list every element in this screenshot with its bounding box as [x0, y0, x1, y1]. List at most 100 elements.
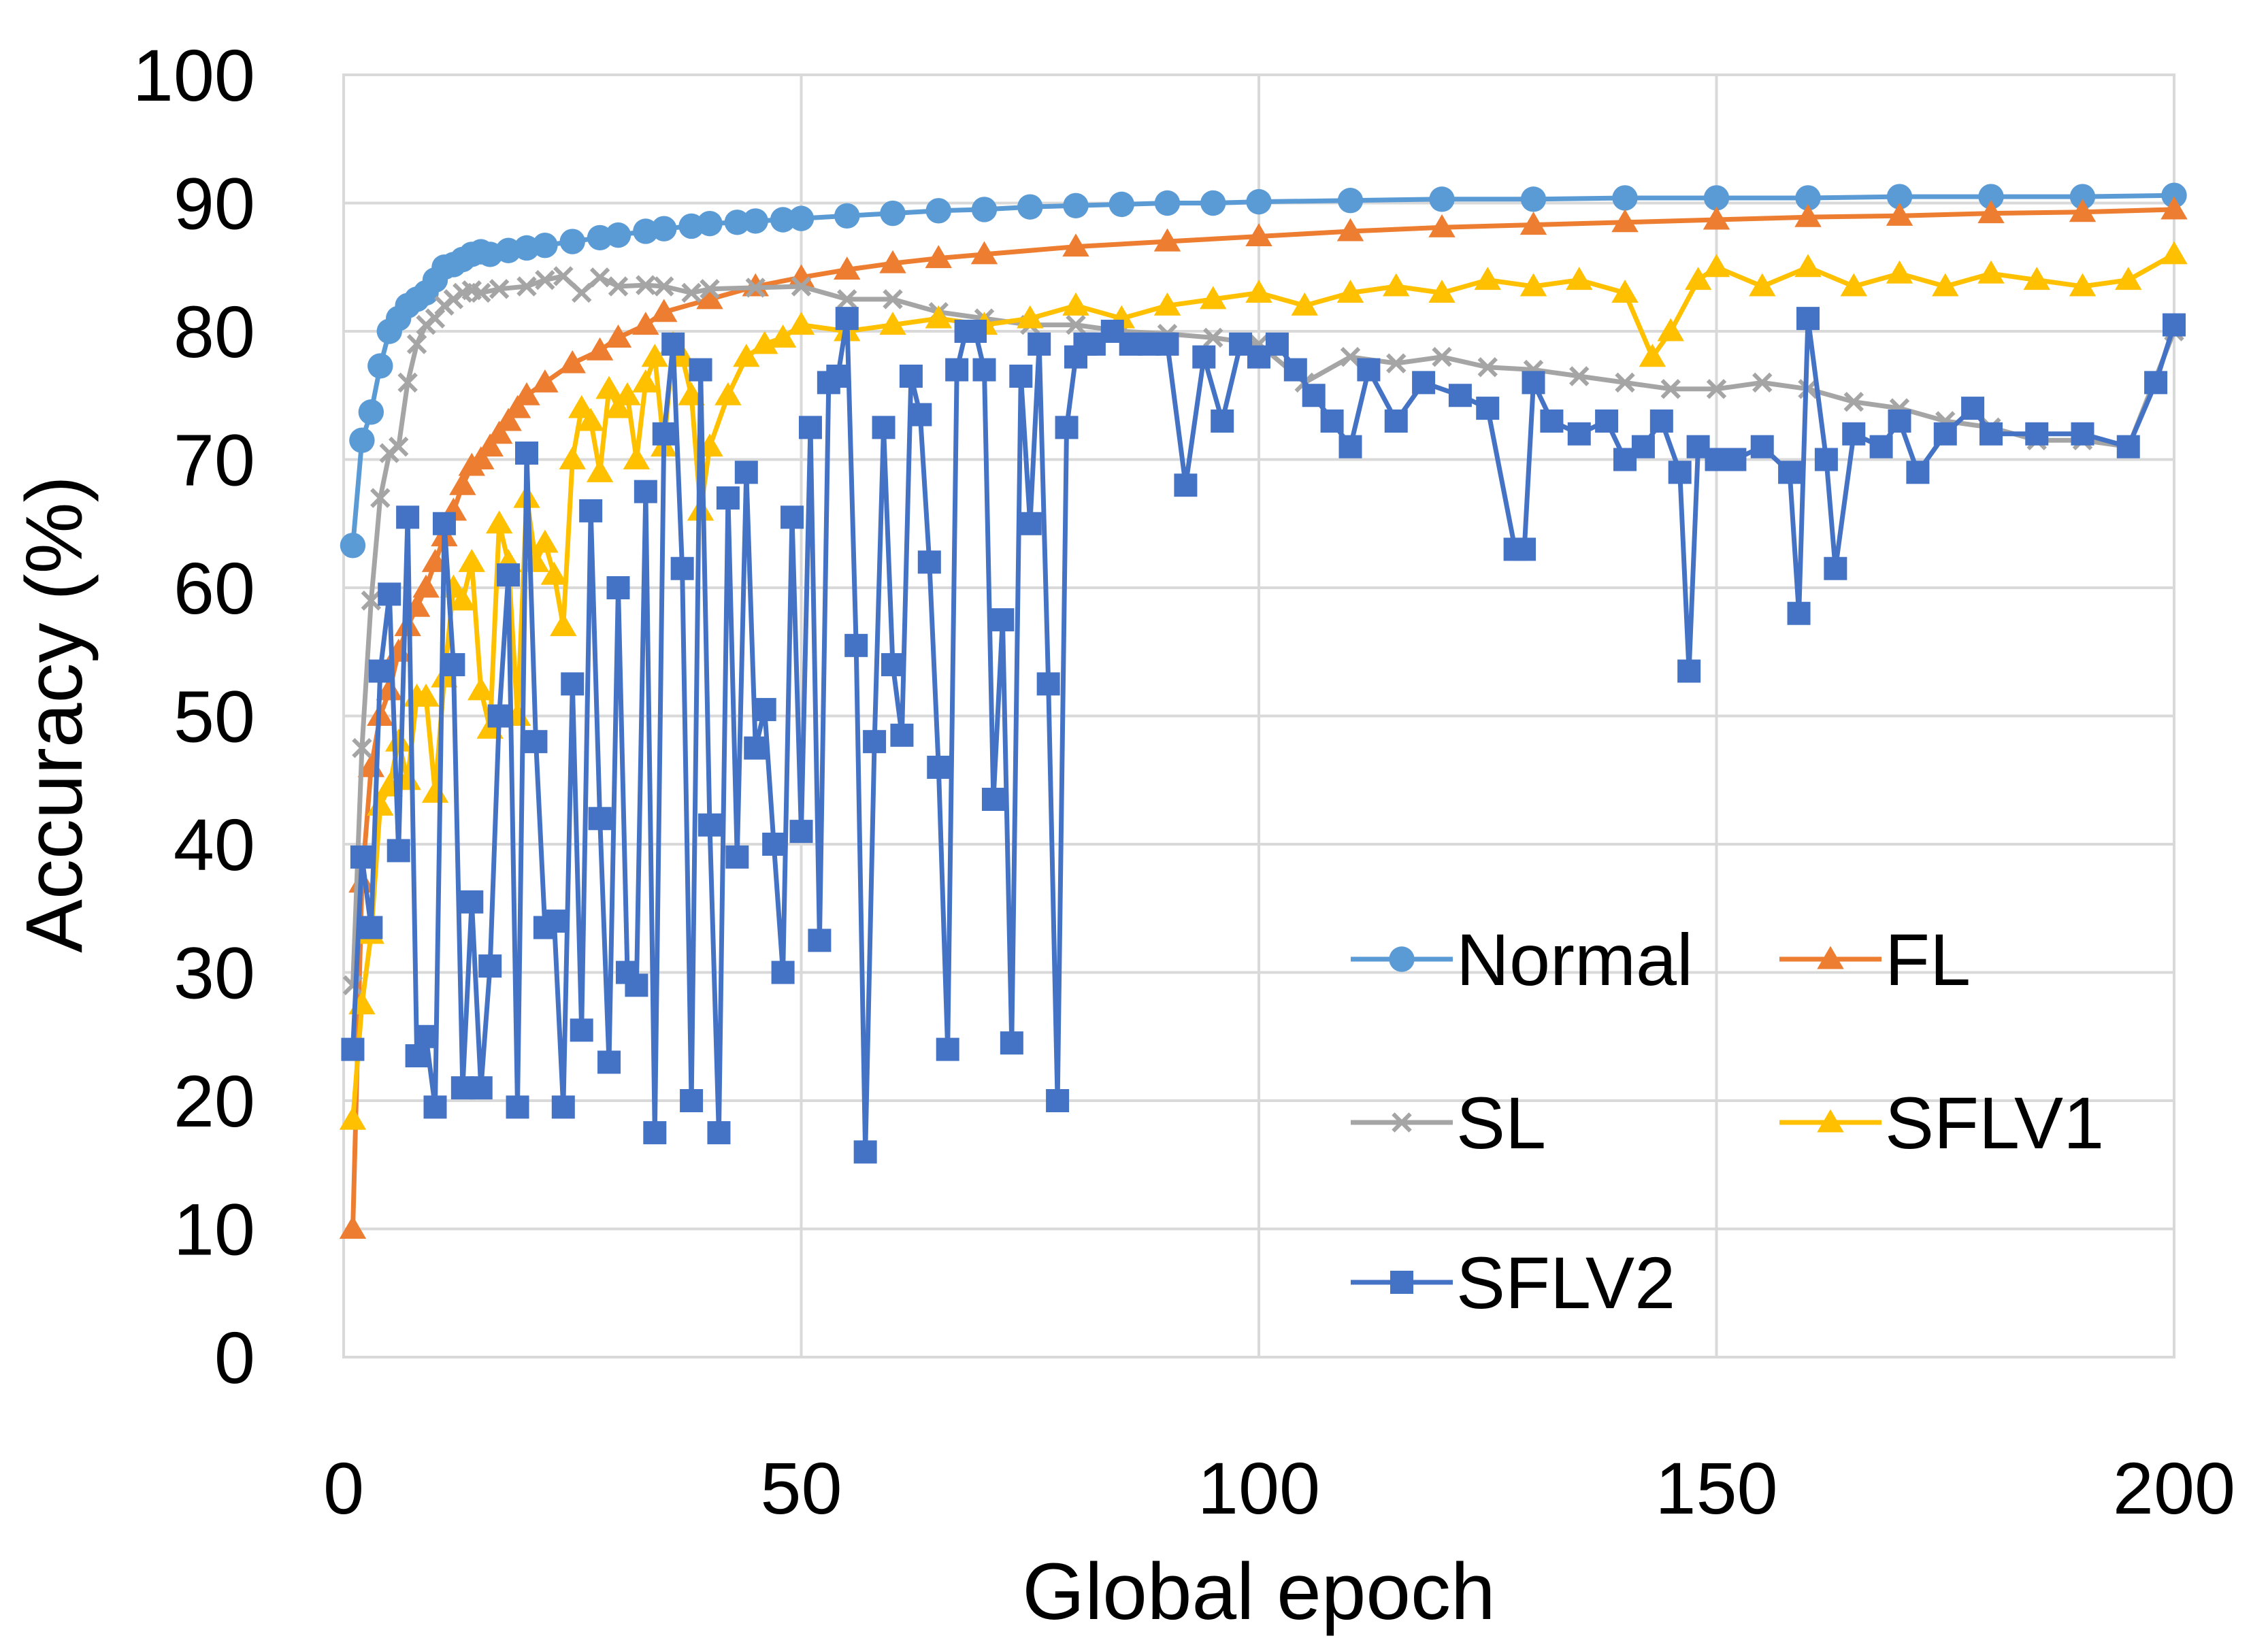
data-point-sflv2 [762, 833, 786, 856]
data-point-fl [604, 324, 632, 348]
data-point-sflv2 [1018, 512, 1042, 535]
data-point-sflv2 [1412, 371, 1436, 395]
data-point-sflv2 [2163, 313, 2186, 337]
data-point-sflv2 [753, 698, 776, 722]
data-point-sflv2 [972, 358, 996, 382]
data-point-fl [632, 312, 659, 335]
data-point-sflv1 [879, 312, 906, 335]
data-point-sflv1 [632, 369, 659, 393]
data-point-fl [586, 337, 614, 361]
data-point-sl [516, 276, 537, 297]
data-point-fl [513, 382, 540, 405]
data-point-fl [2069, 199, 2097, 222]
data-point-normal [1703, 185, 1730, 211]
data-point-sl [1340, 346, 1361, 367]
data-point-sflv1 [2160, 241, 2188, 265]
series-sflv2 [341, 307, 2186, 1164]
data-point-sflv2 [460, 890, 484, 914]
data-point-sflv2 [1283, 358, 1307, 382]
data-point-normal [358, 399, 384, 425]
data-point-sl [1432, 346, 1452, 367]
data-point-normal [367, 353, 393, 379]
data-point-sl [553, 266, 574, 286]
legend-item-sflv2: SFLV2 [1351, 1241, 1675, 1324]
data-point-sflv2 [1750, 435, 1774, 458]
legend-label: SFLV2 [1456, 1241, 1675, 1324]
y-tick-label: 0 [214, 1316, 255, 1399]
data-point-normal [1246, 188, 1272, 215]
data-point-sl [361, 590, 382, 611]
data-point-normal [1886, 184, 1913, 210]
data-point-fl [970, 241, 998, 265]
data-point-sflv1 [412, 683, 440, 707]
data-point-fl [925, 245, 952, 269]
data-point-sflv2 [1009, 364, 1033, 388]
data-point-sflv1 [595, 376, 623, 399]
data-point-normal [605, 222, 631, 248]
data-point-sflv1 [1474, 267, 1501, 290]
data-point-sflv1 [485, 510, 513, 534]
data-point-fl [2160, 196, 2188, 220]
data-point-sflv2 [1906, 461, 1930, 484]
data-point-normal [1612, 185, 1638, 211]
data-point-sflv2 [588, 807, 612, 831]
series-group [339, 182, 2188, 1239]
y-tick-label: 60 [174, 547, 255, 629]
data-point-sl [352, 737, 372, 758]
legend-item-sflv1: SFLV1 [1779, 1082, 2104, 1164]
x-tick-label: 50 [760, 1447, 842, 1529]
data-point-fl [1611, 209, 1639, 233]
data-point-sflv2 [1979, 422, 2003, 446]
data-point-normal [834, 203, 860, 229]
data-point-normal [532, 233, 558, 259]
data-point-sflv2 [1888, 409, 1911, 433]
data-point-sflv2 [689, 358, 712, 382]
data-point-sflv2 [1824, 556, 1847, 580]
series-fl [339, 196, 2188, 1239]
data-point-sflv2 [478, 954, 502, 978]
data-point-sflv2 [579, 499, 603, 522]
data-point-normal [1795, 185, 1821, 211]
y-tick-label: 30 [174, 932, 255, 1014]
data-point-sflv2 [670, 556, 694, 580]
data-point-normal [349, 427, 375, 453]
x-axis-ticks: 0 50 100 150 200 [323, 1447, 2235, 1529]
data-point-sflv2 [981, 788, 1005, 812]
legend-item-fl: FL [1779, 918, 1971, 1001]
data-point-sflv2 [917, 550, 941, 574]
data-point-sflv2 [1174, 473, 1198, 497]
data-point-sflv1 [1153, 292, 1181, 316]
legend-label: SFLV1 [1885, 1082, 2104, 1164]
data-point-sflv2 [1540, 409, 1564, 433]
data-point-sl [608, 276, 629, 297]
data-point-sl [1843, 391, 1864, 412]
data-point-sflv2 [1796, 307, 1820, 331]
data-point-sflv2 [2144, 371, 2168, 395]
x-tick-label: 100 [1198, 1447, 1320, 1529]
data-point-sl [388, 436, 409, 457]
data-point-sflv1 [1200, 286, 1227, 310]
data-point-sflv2 [835, 307, 859, 331]
data-point-sflv2 [515, 441, 538, 465]
y-tick-label: 50 [174, 676, 255, 758]
data-point-sflv2 [734, 461, 758, 484]
data-point-sflv1 [1566, 267, 1593, 290]
data-point-fl [339, 1216, 367, 1239]
data-point-sflv1 [787, 312, 815, 335]
data-point-sflv2 [680, 1089, 704, 1112]
data-point-sflv1 [339, 1106, 367, 1130]
data-point-sflv2 [872, 416, 895, 439]
data-point-sflv1 [769, 324, 797, 348]
data-point-sl [1660, 379, 1681, 399]
data-point-fl [1336, 218, 1364, 241]
data-point-sflv2 [1265, 332, 1289, 356]
data-point-sl [1615, 372, 1635, 393]
legend-marker [1817, 1109, 1844, 1133]
data-point-sflv2 [469, 1076, 493, 1100]
data-point-sflv2 [826, 364, 850, 388]
data-point-sflv2 [432, 512, 456, 535]
data-point-normal [880, 200, 906, 227]
data-point-sflv1 [1657, 318, 1684, 341]
y-tick-label: 100 [133, 34, 255, 116]
data-point-sflv1 [449, 587, 476, 611]
